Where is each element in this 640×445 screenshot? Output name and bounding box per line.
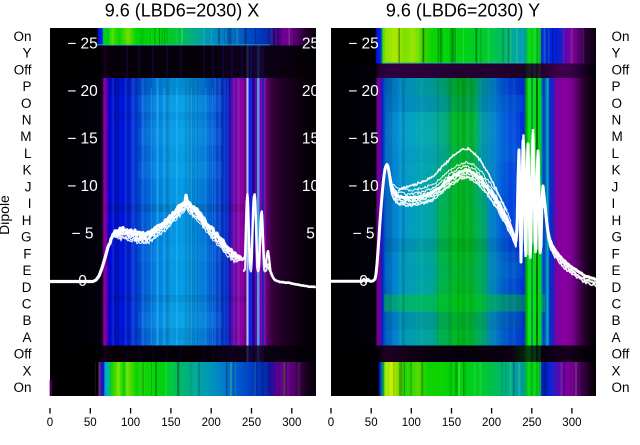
svg-text:M: M — [20, 129, 31, 144]
svg-text:I: I — [28, 196, 32, 211]
svg-text:Y: Y — [612, 46, 621, 61]
svg-text:− 15: − 15 — [67, 131, 98, 148]
svg-text:50: 50 — [84, 417, 97, 429]
svg-text:B: B — [612, 313, 621, 328]
svg-text:Off: Off — [14, 347, 32, 362]
svg-text:300: 300 — [562, 417, 581, 429]
svg-text:I: I — [612, 196, 616, 211]
svg-text:− 10: − 10 — [67, 178, 98, 195]
svg-text:O: O — [612, 96, 623, 111]
svg-text:C: C — [22, 297, 32, 312]
svg-text:On: On — [612, 380, 630, 395]
svg-text:On: On — [13, 29, 31, 44]
svg-text:H: H — [612, 213, 622, 228]
svg-text:250: 250 — [242, 417, 261, 429]
svg-text:Y: Y — [22, 46, 31, 61]
svg-text:P: P — [612, 79, 621, 94]
svg-text:− 20: − 20 — [67, 83, 98, 100]
svg-text:− 20: − 20 — [348, 83, 379, 100]
svg-text:− 10: − 10 — [348, 178, 379, 195]
svg-text:250: 250 — [522, 417, 541, 429]
svg-text:K: K — [612, 163, 621, 178]
svg-text:20: 20 — [302, 83, 320, 100]
svg-text:N: N — [612, 113, 622, 128]
svg-text:0: 0 — [78, 273, 87, 290]
svg-text:E: E — [612, 263, 621, 278]
svg-text:100: 100 — [402, 417, 421, 429]
svg-text:F: F — [23, 246, 31, 261]
svg-text:15: 15 — [302, 131, 319, 148]
svg-text:5: 5 — [306, 226, 315, 243]
svg-text:K: K — [22, 163, 31, 178]
svg-text:− 5: − 5 — [72, 226, 94, 243]
svg-text:− 15: − 15 — [348, 131, 379, 148]
svg-text:H: H — [22, 213, 32, 228]
svg-text:X: X — [22, 363, 31, 378]
svg-text:150: 150 — [442, 417, 461, 429]
svg-text:L: L — [24, 146, 32, 161]
svg-text:C: C — [612, 297, 622, 312]
svg-text:A: A — [612, 330, 621, 345]
svg-text:On: On — [612, 29, 630, 44]
svg-text:Off: Off — [612, 62, 630, 77]
svg-text:N: N — [22, 113, 32, 128]
svg-text:F: F — [612, 246, 620, 261]
svg-text:200: 200 — [202, 417, 221, 429]
svg-text:A: A — [22, 330, 31, 345]
svg-text:9.6 (LBD6=2030) Y: 9.6 (LBD6=2030) Y — [386, 1, 540, 21]
svg-text:− 5: − 5 — [353, 226, 375, 243]
svg-text:D: D — [612, 280, 622, 295]
svg-text:M: M — [612, 129, 623, 144]
svg-text:X: X — [612, 363, 621, 378]
svg-text:200: 200 — [482, 417, 501, 429]
svg-text:100: 100 — [121, 417, 140, 429]
svg-text:J: J — [612, 179, 619, 194]
svg-text:On: On — [13, 380, 31, 395]
svg-text:O: O — [21, 96, 32, 111]
svg-text:25: 25 — [302, 36, 319, 53]
svg-text:0: 0 — [328, 417, 334, 429]
svg-text:− 25: − 25 — [67, 36, 98, 53]
svg-text:9.6 (LBD6=2030) X: 9.6 (LBD6=2030) X — [105, 1, 260, 21]
svg-text:Off: Off — [612, 347, 630, 362]
svg-text:300: 300 — [282, 417, 301, 429]
svg-text:E: E — [22, 263, 31, 278]
svg-text:G: G — [21, 230, 32, 245]
svg-text:B: B — [22, 313, 31, 328]
svg-text:Off: Off — [14, 62, 32, 77]
svg-text:− 25: − 25 — [348, 36, 379, 53]
svg-text:L: L — [612, 146, 620, 161]
svg-text:J: J — [25, 179, 32, 194]
svg-text:150: 150 — [161, 417, 180, 429]
svg-text:Dipole: Dipole — [0, 195, 12, 235]
svg-text:P: P — [22, 79, 31, 94]
svg-text:50: 50 — [365, 417, 378, 429]
svg-text:10: 10 — [302, 178, 320, 195]
svg-text:0: 0 — [47, 417, 53, 429]
svg-text:G: G — [612, 230, 623, 245]
svg-text:0: 0 — [359, 273, 368, 290]
svg-text:D: D — [22, 280, 32, 295]
